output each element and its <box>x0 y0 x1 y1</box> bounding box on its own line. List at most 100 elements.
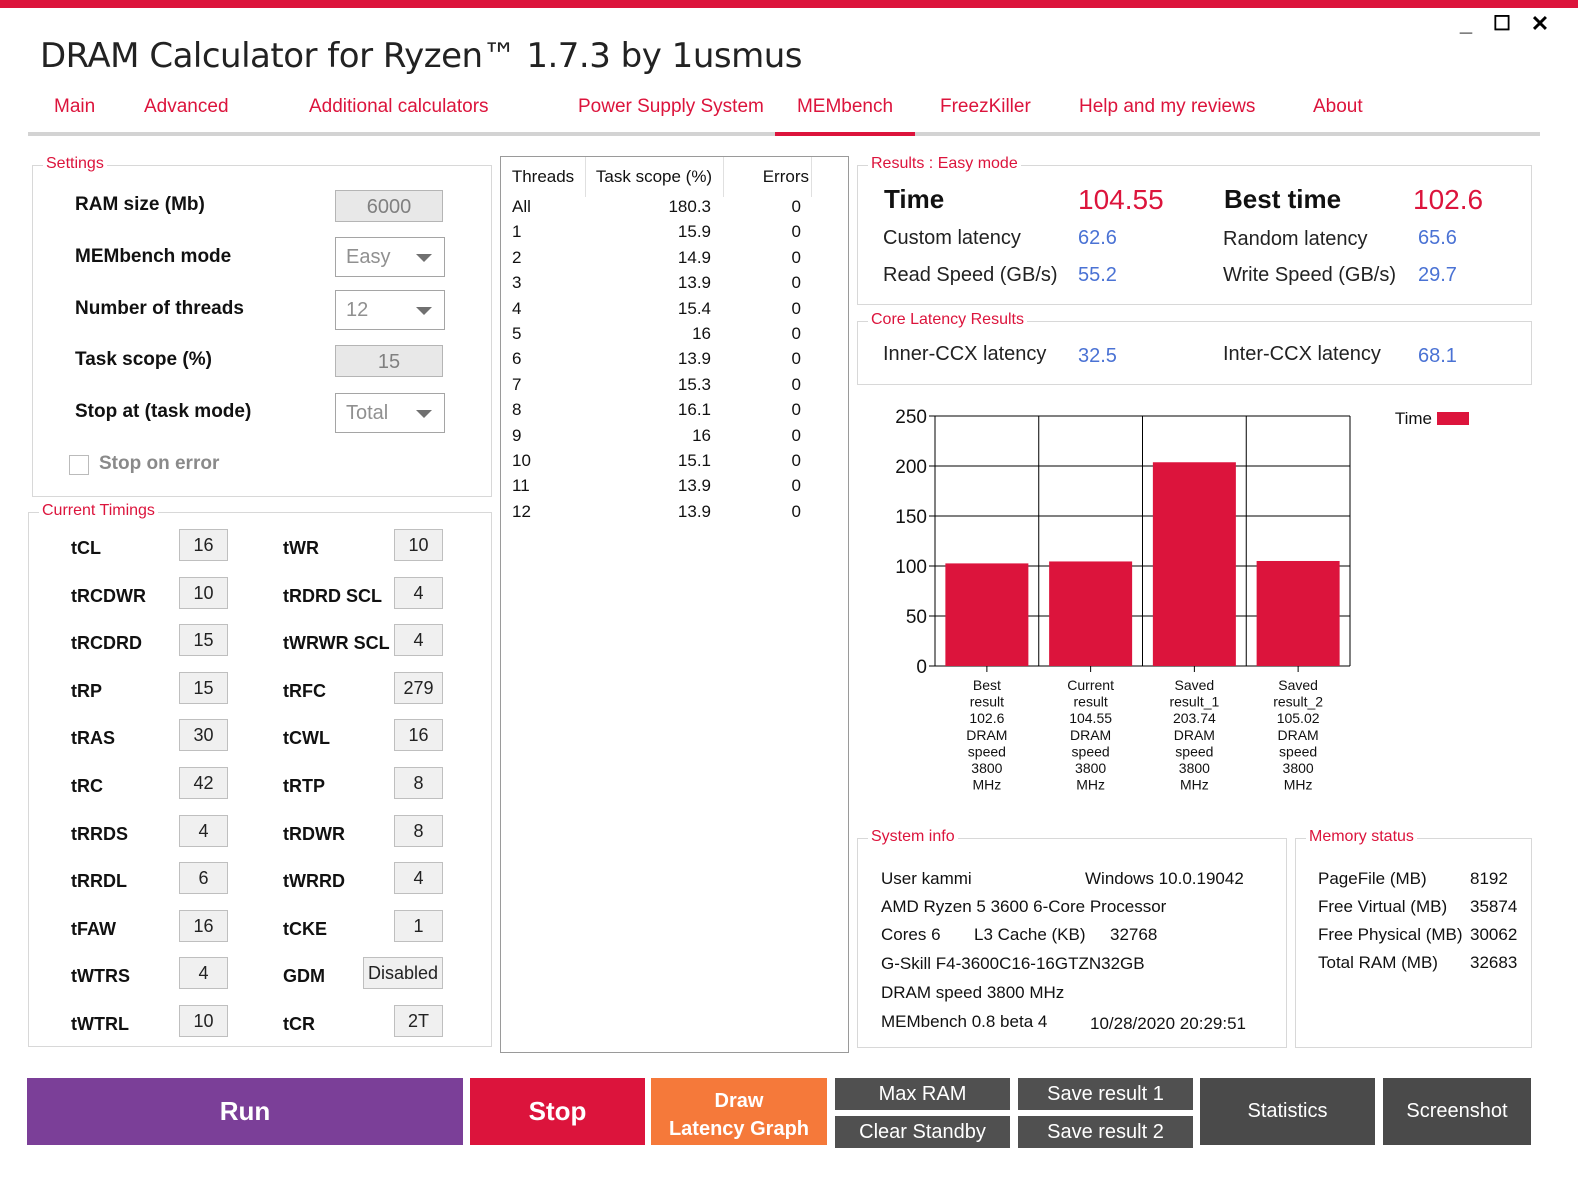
cores-count: Cores 6 <box>881 925 941 944</box>
pagefile-value: 8192 <box>1470 869 1508 888</box>
save-result-1-button[interactable]: Save result 1 <box>1018 1078 1193 1110</box>
x-tick-label-line: 3800 <box>1283 760 1314 776</box>
thread-task-scope: 16 <box>692 425 711 445</box>
tab-additional-calculators[interactable]: Additional calculators <box>309 96 489 117</box>
threads-table: Threads Task scope (%) Errors All 180.3 0 1… <box>500 156 849 1053</box>
timing-label: tRTP <box>283 776 325 796</box>
x-tick-label-line: Saved <box>1278 677 1318 693</box>
x-tick-label-line: 3800 <box>1075 760 1106 776</box>
draw-latency-graph-button[interactable]: Draw Latency Graph <box>651 1078 827 1145</box>
x-tick-label-line: DRAM <box>1070 727 1111 743</box>
inner-ccx-label: Inner-CCX latency <box>883 343 1047 365</box>
timing-value: 16 <box>179 529 228 561</box>
number-of-threads-select[interactable]: 12 <box>335 290 445 330</box>
thread-id: 10 <box>512 451 531 470</box>
read-speed-value: 55.2 <box>1078 264 1117 286</box>
timing-label: tRDRD SCL <box>283 585 382 606</box>
timing-value: 15 <box>179 671 228 704</box>
draw-latency-graph-line1: Draw <box>714 1090 764 1112</box>
top-accent-bar <box>0 0 1578 8</box>
save-result-2-button[interactable]: Save result 2 <box>1018 1116 1193 1148</box>
stop-at-value: Total <box>346 402 389 424</box>
random-latency-value: 65.6 <box>1418 227 1457 249</box>
x-tick-label-line: result_2 <box>1273 694 1323 710</box>
stop-on-error-checkbox[interactable] <box>69 455 89 475</box>
table-row: 11 13.9 0 <box>501 476 831 501</box>
ram-size-input[interactable]: 6000 <box>335 190 443 222</box>
timing-label: GDM <box>283 966 325 987</box>
thread-id: 1 <box>512 222 522 242</box>
thread-task-scope: 14.9 <box>677 247 711 267</box>
x-tick-label-line: Saved <box>1175 677 1215 693</box>
thread-id: 7 <box>512 374 522 394</box>
thread-errors: 0 <box>791 273 801 293</box>
timing-value: 8 <box>394 767 443 799</box>
stop-button[interactable]: Stop <box>470 1078 645 1145</box>
statistics-button[interactable]: Statistics <box>1200 1078 1375 1145</box>
bar <box>1152 462 1236 666</box>
thread-id: 4 <box>512 298 522 318</box>
memory-status-group: Memory status PageFile (MB) 8192 Free Vi… <box>1295 828 1532 1048</box>
y-tick-label: 50 <box>906 607 927 628</box>
x-tick-label-line: MHz <box>1076 777 1105 793</box>
number-of-threads-label: Number of threads <box>75 298 244 319</box>
tab-main[interactable]: Main <box>54 96 96 117</box>
run-button[interactable]: Run <box>27 1078 463 1145</box>
custom-latency-value: 62.6 <box>1078 227 1117 249</box>
x-tick-label-line: DRAM <box>1278 727 1319 743</box>
max-ram-button[interactable]: Max RAM <box>835 1078 1010 1110</box>
timing-value: 279 <box>394 671 443 704</box>
threads-header: Threads <box>501 157 586 197</box>
thread-task-scope: 15.1 <box>677 451 711 470</box>
cpu-model: AMD Ryzen 5 3600 6-Core Processor <box>881 897 1167 916</box>
x-tick-label-line: Best <box>973 677 1001 693</box>
membench-mode-label: MEMbench mode <box>75 246 232 267</box>
timing-value: 16 <box>394 719 443 752</box>
timing-label: tRCDWR <box>71 585 146 606</box>
membench-mode-select[interactable]: Easy <box>335 237 445 277</box>
thread-id: 3 <box>512 273 522 293</box>
close-icon[interactable]: ✕ <box>1530 11 1550 36</box>
thread-task-scope: 16 <box>692 324 711 343</box>
x-tick-label-line: Current <box>1067 677 1114 693</box>
best-time-label: Best time <box>1224 184 1342 214</box>
x-tick-label: Saved result_1 203.74 DRAM speed 3800 MHz <box>1169 677 1219 793</box>
timestamp: 10/28/2020 20:29:51 <box>1090 1014 1246 1033</box>
timing-label: tWTRL <box>71 1014 129 1034</box>
thread-errors: 0 <box>791 324 801 343</box>
tab-freezkiller[interactable]: FreezKiller <box>940 96 1031 117</box>
app-title: DRAM Calculator for Ryzen™ 1.7.3 by 1usm… <box>40 36 802 76</box>
timing-label: tRDWR <box>283 823 345 844</box>
best-time-value: 102.6 <box>1413 184 1484 215</box>
ram-model: G-Skill F4-3600C16-16GTZN32GB <box>881 954 1145 973</box>
x-tick-label: Best result 102.6 DRAM speed 3800 MHz <box>966 677 1007 793</box>
thread-task-scope: 13.9 <box>677 273 711 293</box>
table-row: 10 15.1 0 <box>501 451 831 476</box>
timing-label: tWR <box>283 538 319 558</box>
tab-advanced[interactable]: Advanced <box>144 96 229 117</box>
minimize-icon[interactable]: _ <box>1459 11 1473 36</box>
screenshot-button[interactable]: Screenshot <box>1383 1078 1531 1145</box>
maximize-icon[interactable]: ☐ <box>1493 13 1511 35</box>
timing-label: tRRDL <box>71 871 127 892</box>
tab-about[interactable]: About <box>1313 96 1363 117</box>
y-tick-label: 250 <box>895 407 927 428</box>
total-ram-value: 32683 <box>1470 953 1518 972</box>
random-latency-label: Random latency <box>1223 228 1368 250</box>
clear-standby-button[interactable]: Clear Standby <box>835 1116 1010 1148</box>
table-row: 5 16 0 <box>501 324 831 349</box>
bar <box>1256 560 1340 666</box>
tab-membench[interactable]: MEMbench <box>775 94 915 136</box>
core-latency-group: Core Latency Results Inner-CCX latency 3… <box>857 311 1532 385</box>
thread-task-scope: 15.4 <box>677 298 711 318</box>
tab-power-supply-system[interactable]: Power Supply System <box>578 96 764 117</box>
thread-id: All <box>512 197 531 216</box>
tab-help-and-reviews[interactable]: Help and my reviews <box>1079 96 1256 117</box>
stop-at-select[interactable]: Total <box>335 393 445 433</box>
write-speed-label: Write Speed (GB/s) <box>1223 264 1397 286</box>
chevron-down-icon <box>416 307 432 315</box>
task-scope-input[interactable]: 15 <box>335 345 443 377</box>
x-tick-label-line: 3800 <box>1179 760 1210 776</box>
free-physical-value: 30062 <box>1470 925 1518 944</box>
